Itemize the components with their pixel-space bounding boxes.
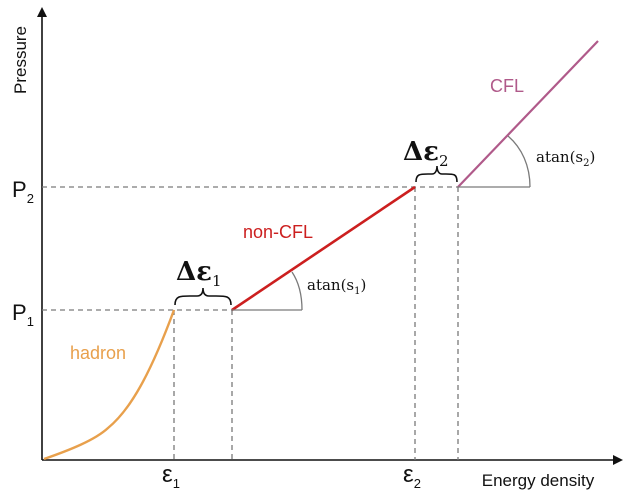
p2-label: P2 <box>12 177 34 206</box>
hadron-label: hadron <box>70 343 126 363</box>
eps2-label: ε2 <box>403 461 421 491</box>
slope1-label: atan(s1) <box>307 276 366 297</box>
cfl-line <box>457 40 599 188</box>
gap1-label: Δε1 <box>176 257 222 290</box>
eps1-label: ε1 <box>162 461 180 491</box>
y-axis-label: Pressure <box>11 26 30 94</box>
hadron-curve <box>43 309 176 461</box>
gap1-brace <box>174 287 232 306</box>
cfl-label: CFL <box>490 76 524 96</box>
p1-label: P1 <box>12 300 34 329</box>
guide-lines <box>42 186 459 460</box>
gap2-label: Δε2 <box>403 137 449 170</box>
gap2-brace <box>415 165 458 183</box>
non-cfl-line <box>231 185 416 312</box>
slope1-angle <box>232 271 303 311</box>
x-axis-label: Energy density <box>482 471 595 490</box>
slope2-angle <box>458 135 531 188</box>
non-cfl-label: non-CFL <box>243 222 313 242</box>
slope2-label: atan(s2) <box>536 148 595 169</box>
